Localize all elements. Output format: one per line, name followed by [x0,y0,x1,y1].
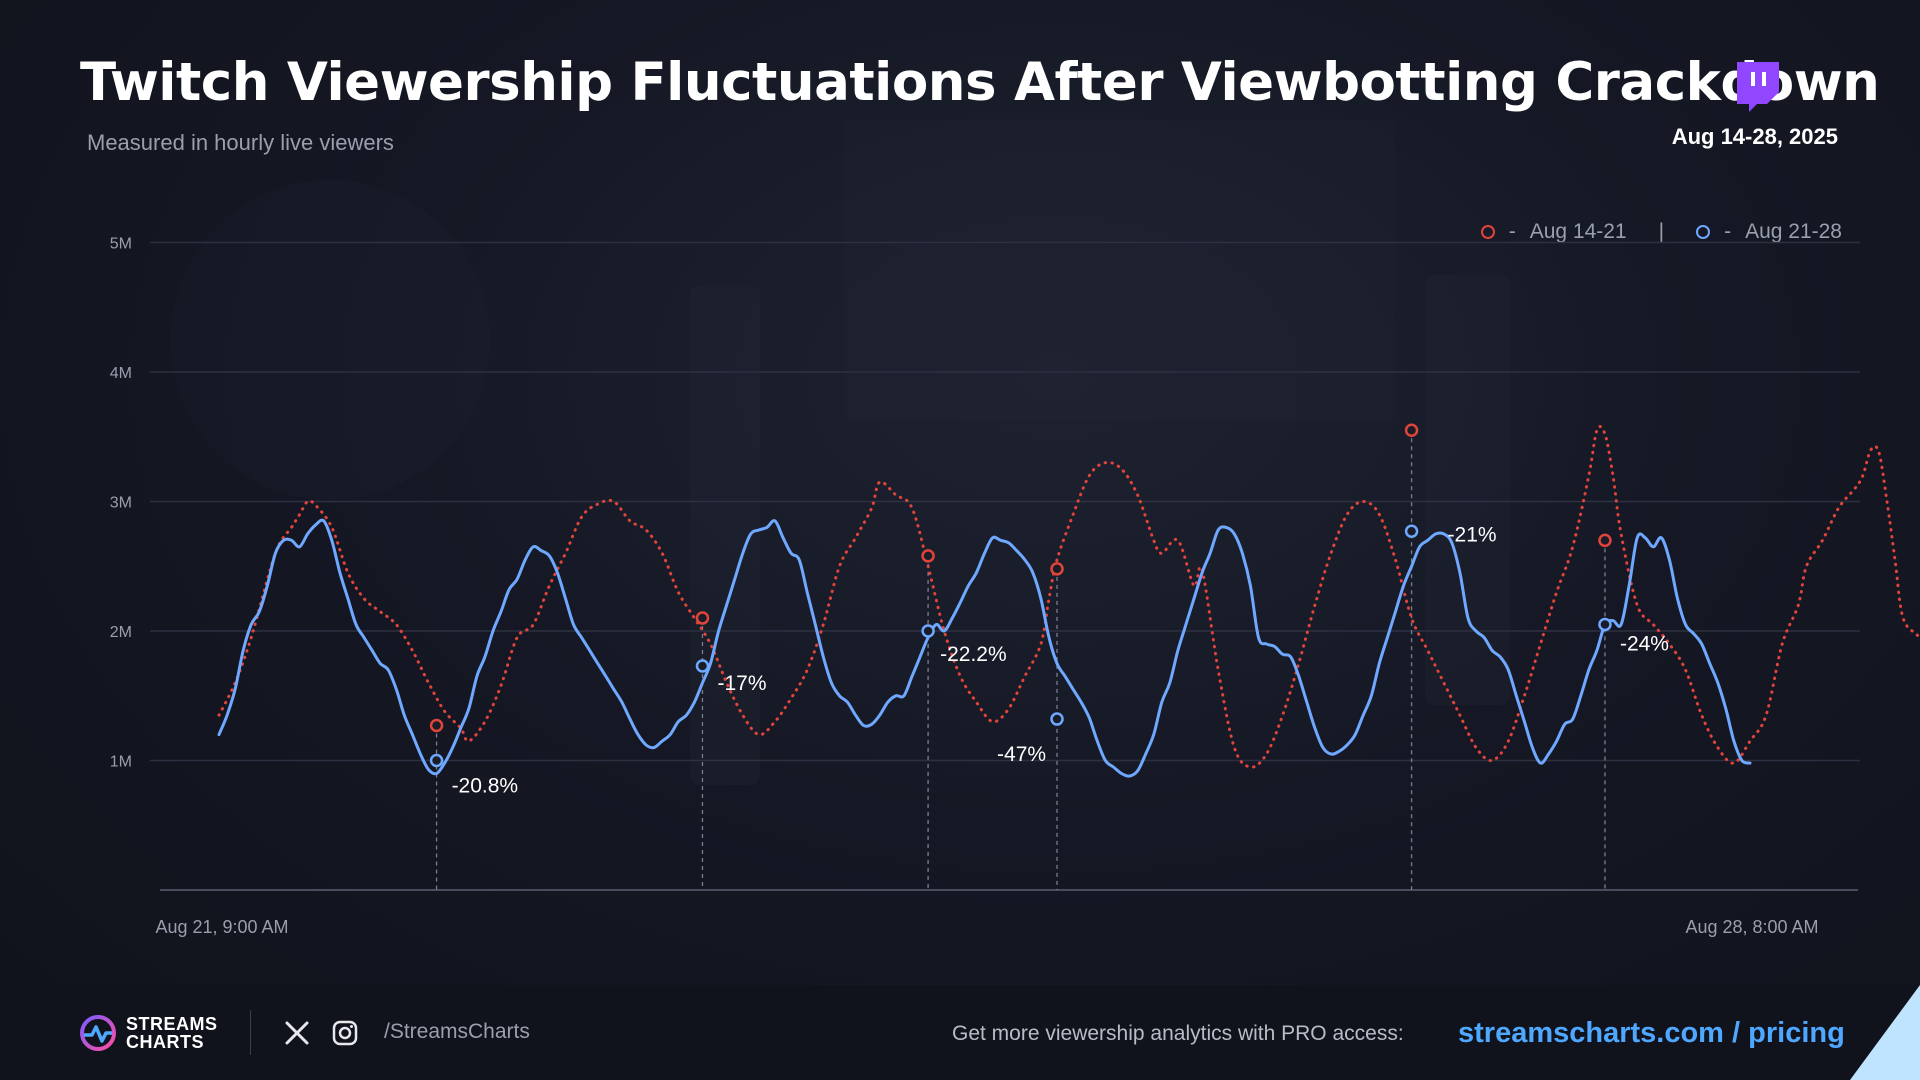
annotation-label: -47% [997,743,1046,766]
annotation-marker-curr [1598,617,1612,632]
annotation-marker-prev [695,611,710,625]
streams-charts-logo-icon [80,1015,116,1051]
y-tick-label: 5M [110,236,132,253]
annotation-label: -20.8% [452,775,519,798]
footer-divider [250,1010,251,1055]
annotation-label: -24% [1620,633,1669,656]
y-tick-label: 4M [110,365,132,382]
chart-subtitle: Measured in hourly live viewers [87,130,394,155]
annotation-marker-prev [1598,533,1612,548]
promo-text: Get more viewership analytics with PRO a… [952,1022,1404,1045]
instagram-icon[interactable] [332,1020,358,1046]
legend-marker-aug21-28 [1696,225,1711,239]
twitch-logo-icon [1737,62,1779,112]
annotation-label: -21% [1448,523,1497,546]
annotation-marker-curr [921,624,935,638]
annotation-marker-curr [1050,712,1064,726]
legend-label-aug21-28: Aug 21-28 [1745,220,1842,243]
x-icon[interactable] [284,1020,310,1046]
legend-dash: - [1508,220,1516,243]
legend: - Aug 14-21 | - Aug 21-28 [1480,220,1842,244]
series-line-aug14-21 [217,424,1920,769]
y-tick-label: 2M [110,624,132,641]
annotation-label: -22.2% [940,643,1007,666]
streams-charts-logo[interactable]: STREAMS CHARTS [78,1013,218,1053]
annotation-marker-curr [429,753,444,768]
x-tick-label: Aug 28, 8:00 AM [1685,917,1818,937]
x-tick-label: Aug 21, 9:00 AM [155,917,288,937]
background-decoration [170,120,1510,785]
logo-text-line2: CHARTS [126,1032,204,1052]
footer: STREAMS CHARTS /StreamsCharts Get more v… [0,985,1920,1080]
social-handle[interactable]: /StreamsCharts [384,1020,530,1043]
chart-title: Twitch Viewership Fluctuations After Vie… [80,52,1880,113]
annotation-marker-prev [429,718,444,733]
annotation-marker-prev [1050,562,1064,576]
legend-label-aug14-21: Aug 14-21 [1529,220,1627,243]
annotation-marker-curr [1404,524,1419,539]
legend-separator: | [1658,220,1665,243]
y-tick-label: 1M [110,754,132,771]
legend-dash: - [1724,220,1732,243]
corner-accent [1850,985,1920,1080]
y-tick-label: 3M [110,495,132,512]
pricing-link[interactable]: streamscharts.com / pricing [1458,1017,1845,1049]
logo-text-line1: STREAMS [126,1014,218,1034]
annotation-marker-prev [921,549,935,563]
series-line-aug21-28 [217,518,1752,778]
legend-marker-aug14-21 [1480,225,1495,239]
annotation-marker-curr [695,659,710,673]
line-chart: 1M 2M 3M 4M 5M Aug 21, 9:00 AM Aug 28, 8:00 AM… [110,236,1920,937]
annotation-marker-prev [1404,423,1419,438]
date-range: Aug 14-28, 2025 [1671,124,1838,149]
annotation-label: -17% [717,672,766,695]
